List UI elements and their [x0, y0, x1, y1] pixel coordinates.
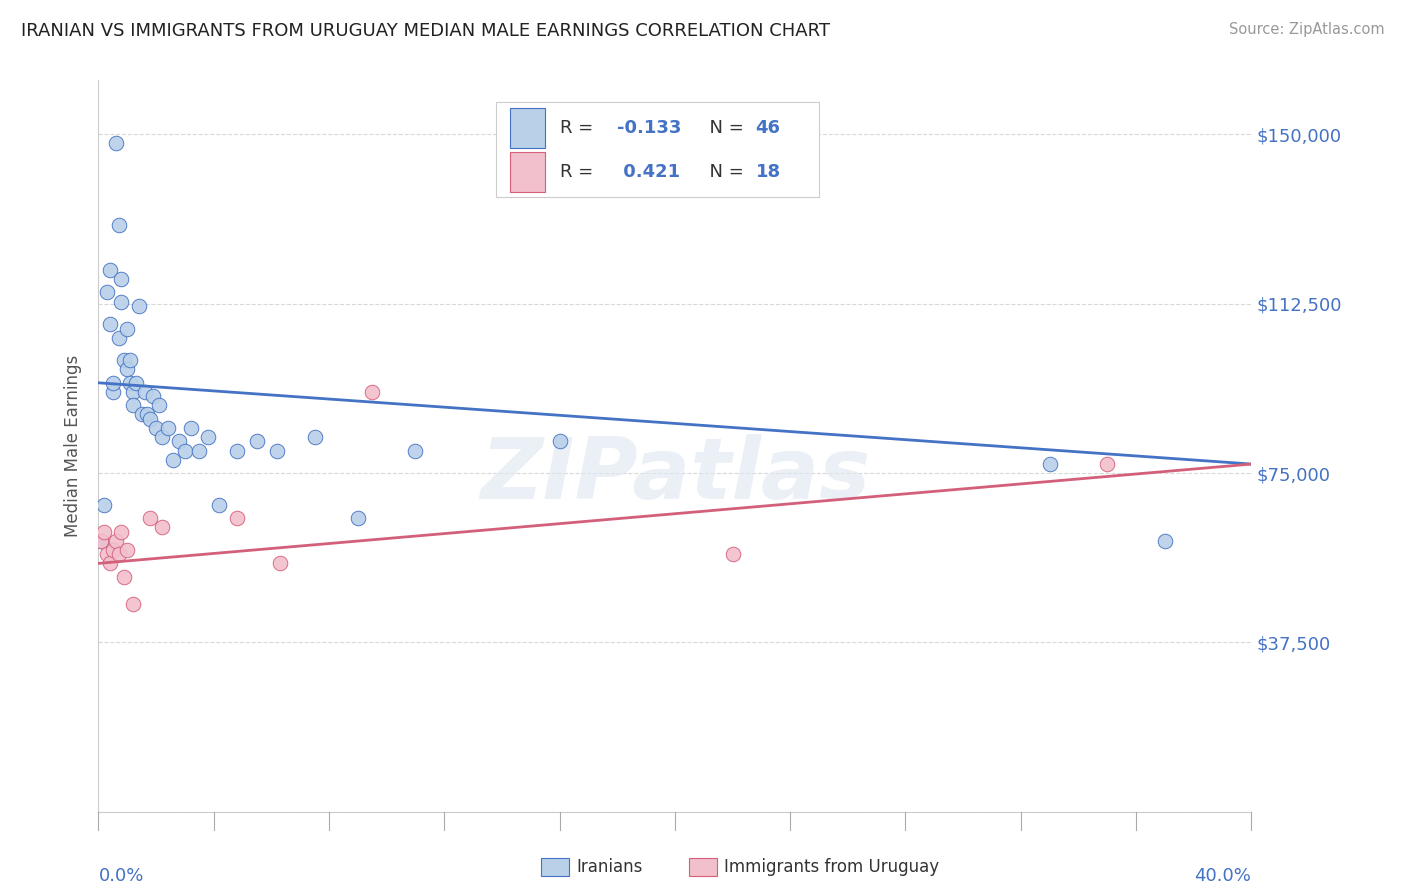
Point	[150, 430, 173, 444]
Point	[93, 498, 115, 512]
Point	[98, 263, 121, 277]
Point	[107, 547, 129, 561]
Text: ZIPatlas: ZIPatlas	[479, 434, 870, 516]
Point	[208, 498, 231, 512]
FancyBboxPatch shape	[510, 108, 544, 148]
Point	[112, 570, 135, 584]
Point	[167, 434, 190, 449]
Point	[1097, 457, 1119, 471]
Point	[125, 376, 148, 390]
Point	[721, 547, 744, 561]
Point	[117, 362, 139, 376]
Point	[134, 384, 156, 399]
Point	[139, 412, 162, 426]
Point	[110, 294, 132, 309]
Text: 0.421: 0.421	[617, 162, 681, 181]
Point	[120, 376, 142, 390]
Point	[174, 443, 197, 458]
Point	[96, 285, 118, 300]
Text: 18: 18	[755, 162, 780, 181]
Text: N =: N =	[697, 162, 749, 181]
Point	[1154, 533, 1177, 548]
Point	[98, 557, 121, 571]
Point	[1039, 457, 1062, 471]
Point	[122, 597, 145, 611]
Text: N =: N =	[697, 119, 749, 136]
FancyBboxPatch shape	[510, 152, 544, 192]
Text: 0.0%: 0.0%	[98, 867, 143, 885]
Point	[101, 376, 124, 390]
Text: IRANIAN VS IMMIGRANTS FROM URUGUAY MEDIAN MALE EARNINGS CORRELATION CHART: IRANIAN VS IMMIGRANTS FROM URUGUAY MEDIA…	[21, 22, 830, 40]
Text: R =: R =	[560, 119, 599, 136]
Point	[139, 511, 162, 525]
Point	[148, 398, 170, 412]
Point	[162, 452, 184, 467]
Point	[150, 520, 173, 534]
Point	[548, 434, 571, 449]
Point	[112, 353, 135, 368]
Point	[101, 384, 124, 399]
Point	[110, 524, 132, 539]
Point	[98, 317, 121, 331]
Point	[107, 218, 129, 232]
Text: Immigrants from Uruguay: Immigrants from Uruguay	[724, 858, 939, 876]
Point	[104, 136, 127, 151]
Point	[188, 443, 211, 458]
Text: 40.0%: 40.0%	[1195, 867, 1251, 885]
Point	[136, 408, 159, 422]
Point	[93, 524, 115, 539]
Point	[246, 434, 269, 449]
Text: Source: ZipAtlas.com: Source: ZipAtlas.com	[1229, 22, 1385, 37]
Point	[122, 384, 145, 399]
Text: 46: 46	[755, 119, 780, 136]
Y-axis label: Median Male Earnings: Median Male Earnings	[65, 355, 83, 537]
Point	[110, 272, 132, 286]
Point	[197, 430, 219, 444]
Point	[117, 321, 139, 335]
FancyBboxPatch shape	[496, 103, 820, 197]
Point	[346, 511, 368, 525]
Point	[101, 542, 124, 557]
Point	[225, 511, 247, 525]
Point	[304, 430, 326, 444]
Point	[405, 443, 427, 458]
Text: Iranians: Iranians	[576, 858, 643, 876]
Point	[90, 533, 112, 548]
Point	[225, 443, 247, 458]
Point	[266, 443, 288, 458]
Point	[145, 421, 167, 435]
Point	[269, 557, 291, 571]
Point	[128, 299, 150, 313]
Point	[156, 421, 179, 435]
Point	[117, 542, 139, 557]
Point	[142, 389, 165, 403]
Point	[122, 398, 145, 412]
Text: R =: R =	[560, 162, 599, 181]
Text: -0.133: -0.133	[617, 119, 682, 136]
Point	[131, 408, 153, 422]
Point	[180, 421, 202, 435]
Point	[361, 384, 384, 399]
Point	[107, 331, 129, 345]
Point	[96, 547, 118, 561]
Point	[120, 353, 142, 368]
Point	[90, 533, 112, 548]
Point	[104, 533, 127, 548]
